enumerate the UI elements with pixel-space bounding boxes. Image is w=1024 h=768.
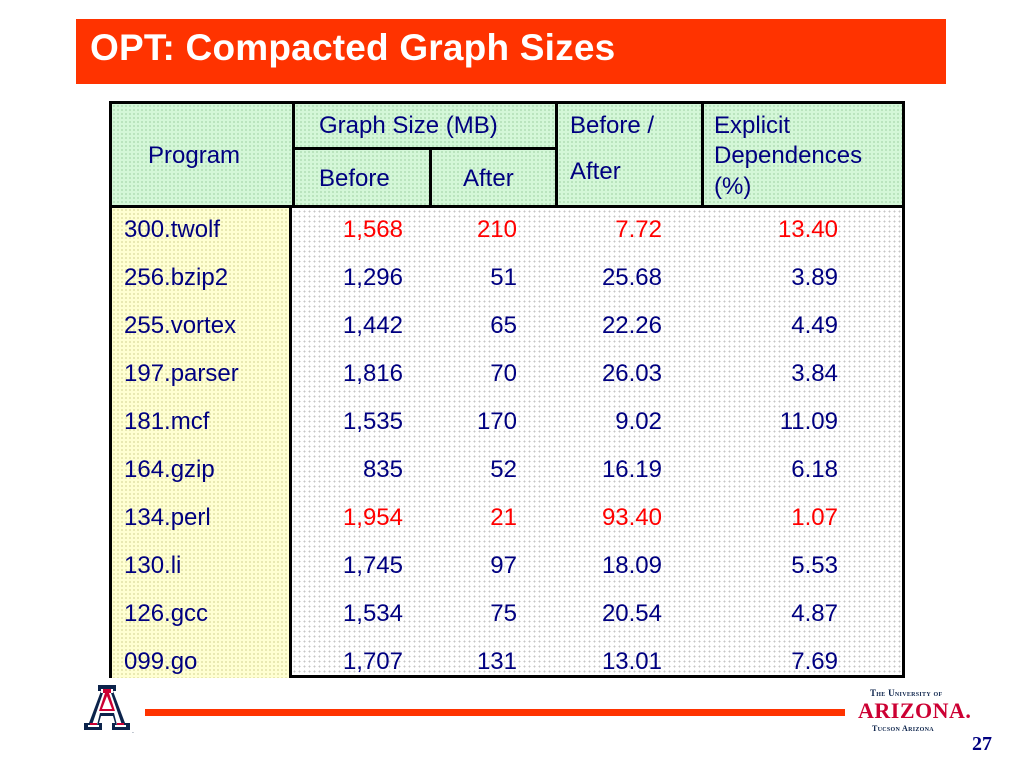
header-graph-size: Graph Size (MB)	[292, 104, 555, 147]
before-cell: 1,442	[342, 312, 403, 339]
ratio-cell: 16.19	[601, 456, 662, 483]
program-cell: 197.parser	[124, 360, 239, 387]
explicit-cell: 6.18	[791, 456, 838, 483]
program-cell: 126.gcc	[124, 600, 209, 627]
header-before-label: Before	[319, 165, 390, 192]
program-cell: 256.bzip2	[124, 264, 229, 291]
before-cell: 1,745	[342, 552, 403, 579]
page-number: 27	[972, 733, 992, 755]
explicit-cell: 3.89	[791, 264, 838, 291]
table-row: 255.vortex 1,442 65 22.26 4.49	[112, 306, 902, 354]
explicit-cell: 13.40	[777, 216, 838, 243]
wordmark-arizona: ARIZONA.	[858, 698, 972, 723]
table-row: 197.parser 1,816 70 26.03 3.84	[112, 354, 902, 402]
before-cell: 1,816	[342, 360, 403, 387]
after-cell: 170	[476, 408, 517, 435]
program-cell: 255.vortex	[124, 312, 237, 339]
table-row: 126.gcc 1,534 75 20.54 4.87	[112, 594, 902, 642]
header-ratio: Before / After	[555, 104, 701, 208]
title-bar: OPT: Compacted Graph Sizes	[76, 19, 946, 84]
program-cell: 181.mcf	[124, 408, 210, 435]
ratio-cell: 20.54	[601, 600, 662, 627]
header-divider	[112, 205, 902, 208]
explicit-cell: 5.53	[791, 552, 838, 579]
table-row: 300.twolf 1,568 210 7.72 13.40	[112, 210, 902, 258]
explicit-cell: 7.69	[791, 648, 838, 675]
explicit-cell: 1.07	[791, 504, 838, 531]
ratio-cell: 7.72	[615, 216, 662, 243]
after-cell: 131	[476, 648, 517, 675]
block-a-logo-icon: .	[78, 683, 136, 740]
program-cell: 099.go	[124, 648, 198, 675]
ratio-cell: 18.09	[601, 552, 662, 579]
after-cell: 75	[490, 600, 517, 627]
header-explicit: Explicit Dependences (%)	[701, 104, 902, 208]
header-explicit-line3: (%)	[714, 173, 752, 200]
header-program-label: Program	[148, 142, 241, 169]
before-cell: 1,534	[342, 600, 403, 627]
footer-rule	[145, 709, 845, 716]
program-cell: 164.gzip	[124, 456, 215, 483]
graph-size-table: Program Graph Size (MB) Before After Bef…	[109, 101, 905, 678]
before-cell: 835	[362, 456, 403, 483]
explicit-cell: 4.87	[791, 600, 838, 627]
after-cell: 52	[490, 456, 517, 483]
table-row: 164.gzip 835 52 16.19 6.18	[112, 450, 902, 498]
before-cell: 1,568	[342, 216, 403, 243]
university-wordmark: The University of ARIZONA. Tucson Arizon…	[848, 686, 971, 736]
before-cell: 1,296	[342, 264, 403, 291]
program-cell: 130.li	[124, 552, 182, 579]
explicit-cell: 4.49	[791, 312, 838, 339]
table-row: 130.li 1,745 97 18.09 5.53	[112, 546, 902, 594]
after-cell: 97	[490, 552, 517, 579]
table-row: 181.mcf 1,535 170 9.02 11.09	[112, 402, 902, 450]
header-after: After	[429, 147, 555, 208]
ratio-cell: 22.26	[601, 312, 662, 339]
table-row: 134.perl 1,954 21 93.40 1.07	[112, 498, 902, 546]
after-cell: 21	[490, 504, 517, 531]
after-cell: 210	[476, 216, 517, 243]
wordmark-university-of: The University of	[870, 688, 943, 698]
table-row: 256.bzip2 1,296 51 25.68 3.89	[112, 258, 902, 306]
slide-title: OPT: Compacted Graph Sizes	[90, 27, 616, 68]
header-after-label: After	[463, 165, 514, 192]
before-cell: 1,707	[342, 648, 403, 675]
after-cell: 65	[490, 312, 517, 339]
before-cell: 1,535	[342, 408, 403, 435]
explicit-cell: 3.84	[791, 360, 838, 387]
header-explicit-line1: Explicit	[714, 112, 791, 139]
header-ratio-line1: Before /	[570, 112, 655, 139]
ratio-cell: 9.02	[615, 408, 662, 435]
ratio-cell: 13.01	[601, 648, 662, 675]
after-cell: 51	[490, 264, 517, 291]
header-program: Program	[112, 104, 292, 208]
header-explicit-line2: Dependences	[714, 142, 863, 169]
after-cell: 70	[490, 360, 517, 387]
ratio-cell: 93.40	[601, 504, 662, 531]
program-column	[112, 208, 292, 678]
program-cell: 134.perl	[124, 504, 211, 531]
explicit-cell: 11.09	[779, 408, 838, 435]
svg-text:.: .	[132, 728, 134, 735]
ratio-cell: 26.03	[601, 360, 662, 387]
table-row: 099.go 1,707 131 13.01 7.69	[112, 642, 902, 690]
header-ratio-line2: After	[570, 158, 621, 185]
ratio-cell: 25.68	[601, 264, 662, 291]
before-cell: 1,954	[342, 504, 403, 531]
wordmark-tucson: Tucson Arizona	[872, 724, 934, 733]
program-cell: 300.twolf	[124, 216, 221, 243]
header-graph-size-label: Graph Size (MB)	[319, 112, 498, 139]
header-before: Before	[292, 147, 429, 208]
